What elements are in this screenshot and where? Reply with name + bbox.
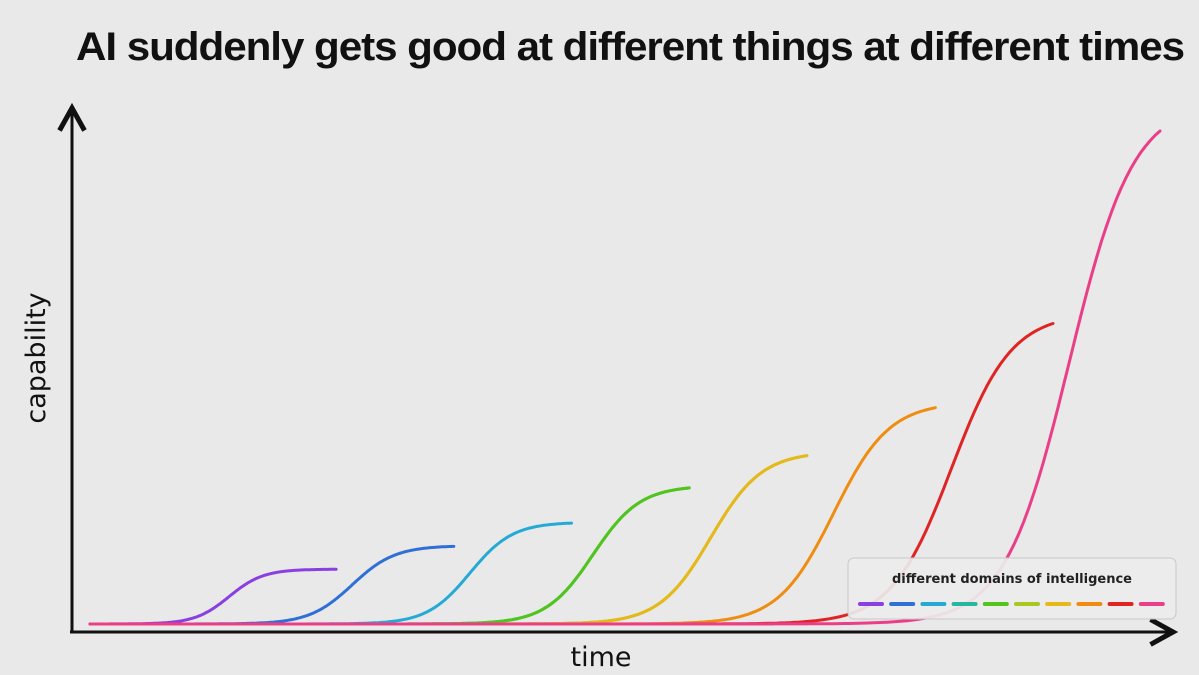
chart-title: AI suddenly gets good at different thing… <box>76 25 1184 69</box>
series-line-1 <box>88 567 338 626</box>
series-lines <box>88 129 1162 626</box>
series-line-7 <box>88 454 809 626</box>
y-axis-label: capability <box>21 292 52 423</box>
series-line-8 <box>88 406 937 626</box>
legend-title: different domains of intelligence <box>892 572 1132 587</box>
series-line-10 <box>88 129 1162 626</box>
series-line-3 <box>88 521 573 626</box>
x-axis-label: time <box>570 642 631 673</box>
legend: different domains of intelligence <box>847 557 1177 620</box>
legend-box <box>847 557 1177 620</box>
series-line-6 <box>88 454 809 626</box>
series-line-2 <box>88 544 456 626</box>
